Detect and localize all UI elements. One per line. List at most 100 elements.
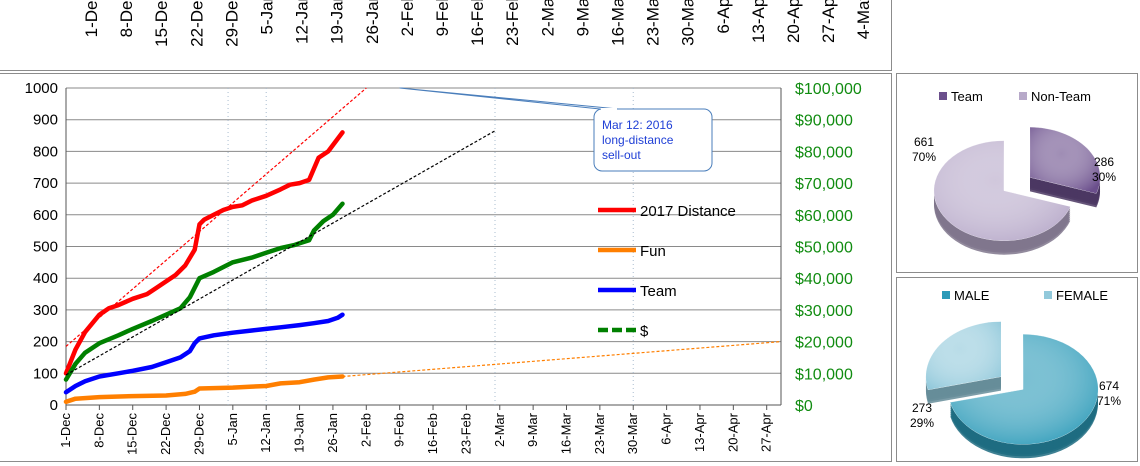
pie-value-label: 273 bbox=[912, 401, 932, 415]
pie-legend-swatch bbox=[1019, 92, 1027, 100]
pie-legend-label: MALE bbox=[954, 288, 990, 303]
y-left-tick-label: 700 bbox=[33, 175, 58, 192]
x-tick-label: 27-Apr bbox=[759, 412, 774, 452]
trendline bbox=[65, 130, 496, 376]
y-right-tick-label: $60,000 bbox=[795, 208, 853, 225]
x-tick-label: 23-Mar bbox=[592, 412, 607, 454]
top-date-label: 16-Feb bbox=[468, 0, 487, 46]
y-left-tick-label: 300 bbox=[33, 302, 58, 319]
top-date-label: 23-Feb bbox=[503, 0, 522, 46]
series-line-2017-distance bbox=[63, 130, 345, 376]
y-left-tick-label: 200 bbox=[33, 334, 58, 351]
top-date-label: 13-Apr bbox=[749, 0, 768, 43]
x-tick-label: 1-Dec bbox=[58, 413, 73, 448]
x-tick-label: 2-Feb bbox=[358, 413, 373, 447]
top-date-label: 4-May bbox=[854, 0, 873, 39]
top-date-label: 2-Mar bbox=[538, 0, 557, 36]
pie-legend-swatch bbox=[942, 291, 950, 299]
y-left-tick-label: 900 bbox=[33, 112, 58, 129]
pie-legend-swatch bbox=[939, 92, 947, 100]
top-date-label: 8-Dec bbox=[117, 0, 136, 37]
top-date-strip: 1-Dec 8-Dec 15-Dec 22-Dec 29-Dec 5-Jan 12-Jan 1… bbox=[0, 0, 892, 71]
y-right-tick-label: $20,000 bbox=[795, 335, 853, 352]
pie-legend-label: Non-Team bbox=[1031, 89, 1091, 104]
trendline bbox=[65, 87, 367, 347]
callout-pointer bbox=[399, 87, 619, 110]
team-pie-panel: Team Non-Team 286 30% 661 70% bbox=[896, 73, 1138, 273]
pie-value-label: 674 bbox=[1099, 379, 1119, 393]
x-tick-label: 30-Mar bbox=[625, 412, 640, 454]
y-left-tick-label: 100 bbox=[33, 365, 58, 382]
x-tick-label: 20-Apr bbox=[725, 412, 740, 452]
legend-label: Team bbox=[640, 283, 677, 300]
top-date-label: 26-Jan bbox=[363, 0, 382, 44]
pie-percent-label: 29% bbox=[910, 416, 934, 430]
y-left-tick-label: 600 bbox=[33, 207, 58, 224]
pie-percent-label: 71% bbox=[1097, 394, 1121, 408]
gender-pie-panel: MALE FEMALE 674 71% 273 29% bbox=[896, 277, 1138, 462]
y-left-tick-label: 400 bbox=[33, 270, 58, 287]
y-right-tick-label: $100,000 bbox=[795, 81, 862, 98]
top-date-label: 20-Apr bbox=[784, 0, 803, 43]
pie-slice-shade bbox=[950, 334, 1099, 445]
series-line-fun bbox=[63, 374, 345, 405]
top-date-label: 30-Mar bbox=[679, 0, 698, 46]
pie-slice-shade bbox=[933, 140, 1071, 241]
callout-text: sell-out bbox=[602, 148, 641, 162]
pie-value-label: 661 bbox=[914, 135, 934, 149]
y-right-tick-label: $10,000 bbox=[795, 366, 853, 383]
pie-percent-label: 30% bbox=[1092, 170, 1116, 184]
callout-text: long-distance bbox=[602, 133, 674, 147]
pie-slice-shade bbox=[1030, 127, 1101, 194]
y-left-tick-label: 800 bbox=[33, 143, 58, 160]
pie-slice-shade bbox=[925, 321, 1001, 390]
series-line-team bbox=[63, 312, 345, 395]
series-line- bbox=[63, 201, 345, 382]
x-tick-label: 2-Mar bbox=[492, 412, 507, 447]
x-tick-label: 16-Feb bbox=[425, 413, 440, 454]
x-tick-label: 22-Dec bbox=[158, 413, 173, 455]
line-chart: 0 100 200 300 400 500 600 700 800 900 1000 $0 $10,00… bbox=[25, 80, 862, 455]
x-tick-label: 8-Dec bbox=[91, 413, 106, 448]
y-right-tick-label: $40,000 bbox=[795, 271, 853, 288]
x-tick-label: 5-Jan bbox=[225, 413, 240, 446]
x-tick-label: 26-Jan bbox=[325, 413, 340, 453]
x-tick-label: 29-Dec bbox=[192, 413, 207, 455]
top-date-label: 1-Dec bbox=[82, 0, 101, 37]
y-right-tick-label: $90,000 bbox=[795, 113, 853, 130]
pie-legend-label: Team bbox=[951, 89, 983, 104]
y-left-tick-label: 1000 bbox=[25, 80, 58, 97]
top-date-label: 16-Mar bbox=[609, 0, 628, 46]
top-date-label: 27-Apr bbox=[819, 0, 838, 43]
pie-percent-label: 70% bbox=[912, 150, 936, 164]
pie-legend-swatch bbox=[1044, 291, 1052, 299]
pie-value-label: 286 bbox=[1094, 155, 1114, 169]
legend-label: $ bbox=[640, 323, 649, 340]
top-date-label: 9-Feb bbox=[433, 0, 452, 36]
y-left-tick-label: 0 bbox=[50, 397, 58, 414]
x-tick-label: 9-Feb bbox=[392, 413, 407, 447]
main-chart-panel: 0 100 200 300 400 500 600 700 800 900 1000 $0 $10,00… bbox=[0, 73, 892, 462]
top-date-label: 22-Dec bbox=[187, 0, 206, 47]
x-tick-label: 9-Mar bbox=[525, 412, 540, 447]
top-date-label: 9-Mar bbox=[573, 0, 592, 36]
top-date-label: 29-Dec bbox=[222, 0, 241, 47]
top-date-label: 15-Dec bbox=[152, 0, 171, 47]
top-date-label: 5-Jan bbox=[258, 0, 277, 35]
x-tick-label: 13-Apr bbox=[692, 412, 707, 452]
y-left-tick-label: 500 bbox=[33, 239, 58, 256]
callout-text: Mar 12: 2016 bbox=[602, 118, 673, 132]
y-right-tick-label: $30,000 bbox=[795, 303, 853, 320]
callout-box bbox=[593, 108, 713, 172]
x-tick-label: 15-Dec bbox=[125, 413, 140, 455]
x-tick-label: 23-Feb bbox=[458, 413, 473, 454]
x-tick-label: 12-Jan bbox=[258, 413, 273, 453]
x-tick-label: 6-Apr bbox=[659, 412, 674, 444]
top-date-label: 23-Mar bbox=[644, 0, 663, 46]
top-date-axis: 1-Dec 8-Dec 15-Dec 22-Dec 29-Dec 5-Jan 12-Jan 1… bbox=[82, 0, 873, 47]
y-right-tick-label: $0 bbox=[795, 398, 813, 415]
top-date-label: 2-Feb bbox=[398, 0, 417, 36]
top-date-label: 19-Jan bbox=[328, 0, 347, 44]
pie-legend-label: FEMALE bbox=[1056, 288, 1108, 303]
